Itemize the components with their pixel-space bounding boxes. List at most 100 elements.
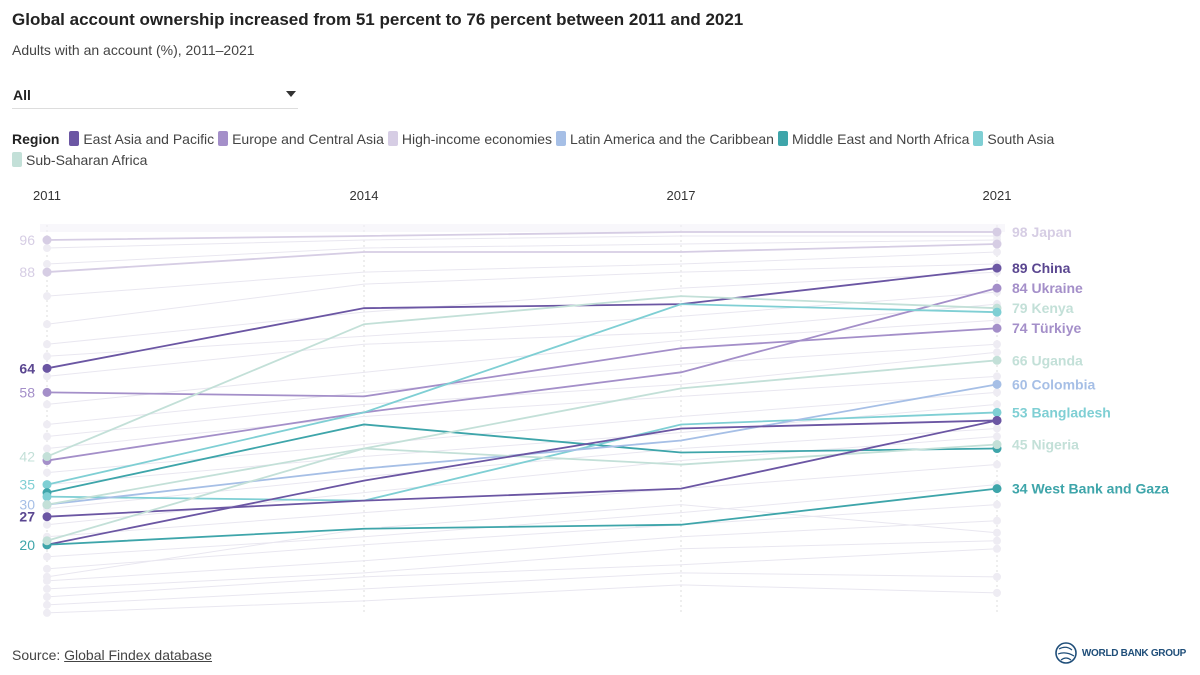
background-series-point [43, 600, 51, 609]
background-series-point [993, 588, 1001, 597]
series-point [992, 407, 1002, 417]
legend-label: Europe and Central Asia [232, 131, 384, 147]
chevron-down-icon [286, 91, 296, 97]
background-series-line [46, 504, 998, 578]
background-series-point [993, 536, 1001, 545]
background-series-line [46, 263, 998, 325]
logo-text: WORLD BANK GROUP [1081, 647, 1186, 659]
background-series-point [43, 572, 51, 581]
background-series-line [46, 504, 998, 570]
globe-icon [1055, 642, 1077, 664]
legend-item[interactable]: High-income economies [387, 129, 553, 150]
background-series-line [46, 548, 998, 598]
end-country-label: 53 Bangladesh [1012, 404, 1111, 420]
series-line [46, 443, 998, 506]
x-tick-label: 2017 [667, 188, 696, 203]
series-line [46, 423, 998, 494]
background-series-point [43, 292, 51, 301]
background-series-point [43, 608, 51, 617]
source-link[interactable]: Global Findex database [64, 647, 213, 663]
series-line [46, 419, 998, 546]
legend-item[interactable]: Latin America and the Caribbean [556, 129, 774, 150]
series-line [46, 303, 998, 486]
background-series-line [46, 303, 998, 377]
legend-item[interactable]: Sub-Saharan Africa [12, 150, 147, 171]
legend-swatch [69, 131, 80, 146]
series-point [42, 267, 52, 277]
background-series-point [43, 340, 51, 349]
legend-label: Latin America and the Caribbean [570, 131, 774, 147]
background-series-point [43, 432, 51, 441]
series-point [992, 283, 1002, 293]
background-series-line [46, 239, 998, 265]
background-series-point [993, 432, 1001, 441]
series-point [42, 536, 52, 546]
legend-label: South Asia [987, 131, 1055, 147]
background-series-point [43, 400, 51, 409]
series-line [46, 287, 998, 462]
start-value-label: 64 [19, 360, 35, 376]
series-line [46, 327, 998, 398]
chart-subtitle: Adults with an account (%), 2011–2021 [12, 42, 255, 58]
background-series-line [46, 375, 998, 450]
legend-item[interactable]: East Asia and Pacific [69, 129, 214, 150]
background-series-line [46, 427, 998, 510]
background-series-line [46, 343, 998, 425]
end-country-label: 34 West Bank and Gaza [1012, 481, 1169, 497]
background-series-line [46, 540, 998, 590]
background-series-point [993, 460, 1001, 469]
region-filter-dropdown[interactable]: All [12, 84, 298, 109]
background-series-line [46, 291, 998, 357]
series-point [992, 484, 1002, 494]
background-series-line [46, 520, 998, 582]
legend-swatch [12, 152, 22, 167]
background-series-point [993, 340, 1001, 349]
background-series-point [993, 424, 1001, 433]
background-series-point [43, 592, 51, 601]
series-line [46, 295, 998, 458]
series-point [992, 440, 1002, 450]
background-series-point [993, 316, 1001, 325]
background-series-point [43, 244, 51, 253]
legend-swatch [387, 131, 398, 146]
x-tick-label: 2021 [983, 188, 1012, 203]
legend-label: High-income economies [401, 131, 553, 147]
source-prefix: Source: [12, 647, 65, 663]
legend-label: Sub-Saharan Africa [26, 152, 148, 168]
background-series-point [993, 528, 1001, 537]
series-line [46, 419, 998, 518]
series-point [42, 452, 52, 462]
background-series-point [43, 564, 51, 573]
start-value-label: 27 [19, 509, 35, 525]
start-value-label: 88 [19, 264, 35, 280]
background-series-point [43, 320, 51, 329]
legend-item[interactable]: Middle East and North Africa [777, 129, 969, 150]
background-series-line [46, 251, 998, 297]
slope-chart: 2011 2014 2017 2021 96 98 Japan 88 64 89 China 58… [19, 188, 1169, 617]
legend: Region East Asia and Pacific Europe and C… [12, 129, 1192, 171]
series-point [42, 363, 52, 373]
background-series-line [46, 271, 998, 345]
background-series-point [993, 500, 1001, 509]
legend-swatch [556, 131, 567, 146]
background-series-point [993, 400, 1001, 409]
series-point [42, 480, 52, 490]
legend-title: Region [12, 131, 60, 147]
series-line [46, 267, 998, 370]
end-country-label: 84 Ukraine [1012, 280, 1083, 296]
start-value-label: 96 [19, 232, 35, 248]
series-point [42, 500, 52, 510]
series-point [992, 307, 1002, 317]
legend-item[interactable]: South Asia [973, 129, 1054, 150]
legend-swatch [777, 131, 788, 146]
legend-item[interactable]: Europe and Central Asia [218, 129, 384, 150]
source-note: Source: Global Findex database [12, 647, 212, 663]
series-line [46, 487, 998, 546]
start-value-label: 20 [19, 537, 35, 553]
background-series-point [993, 572, 1001, 581]
background-series-point [43, 552, 51, 561]
background-series-line [46, 391, 998, 474]
background-series-point [43, 420, 51, 429]
background-series-point [43, 444, 51, 453]
chart-title: Global account ownership increased from … [12, 10, 744, 29]
